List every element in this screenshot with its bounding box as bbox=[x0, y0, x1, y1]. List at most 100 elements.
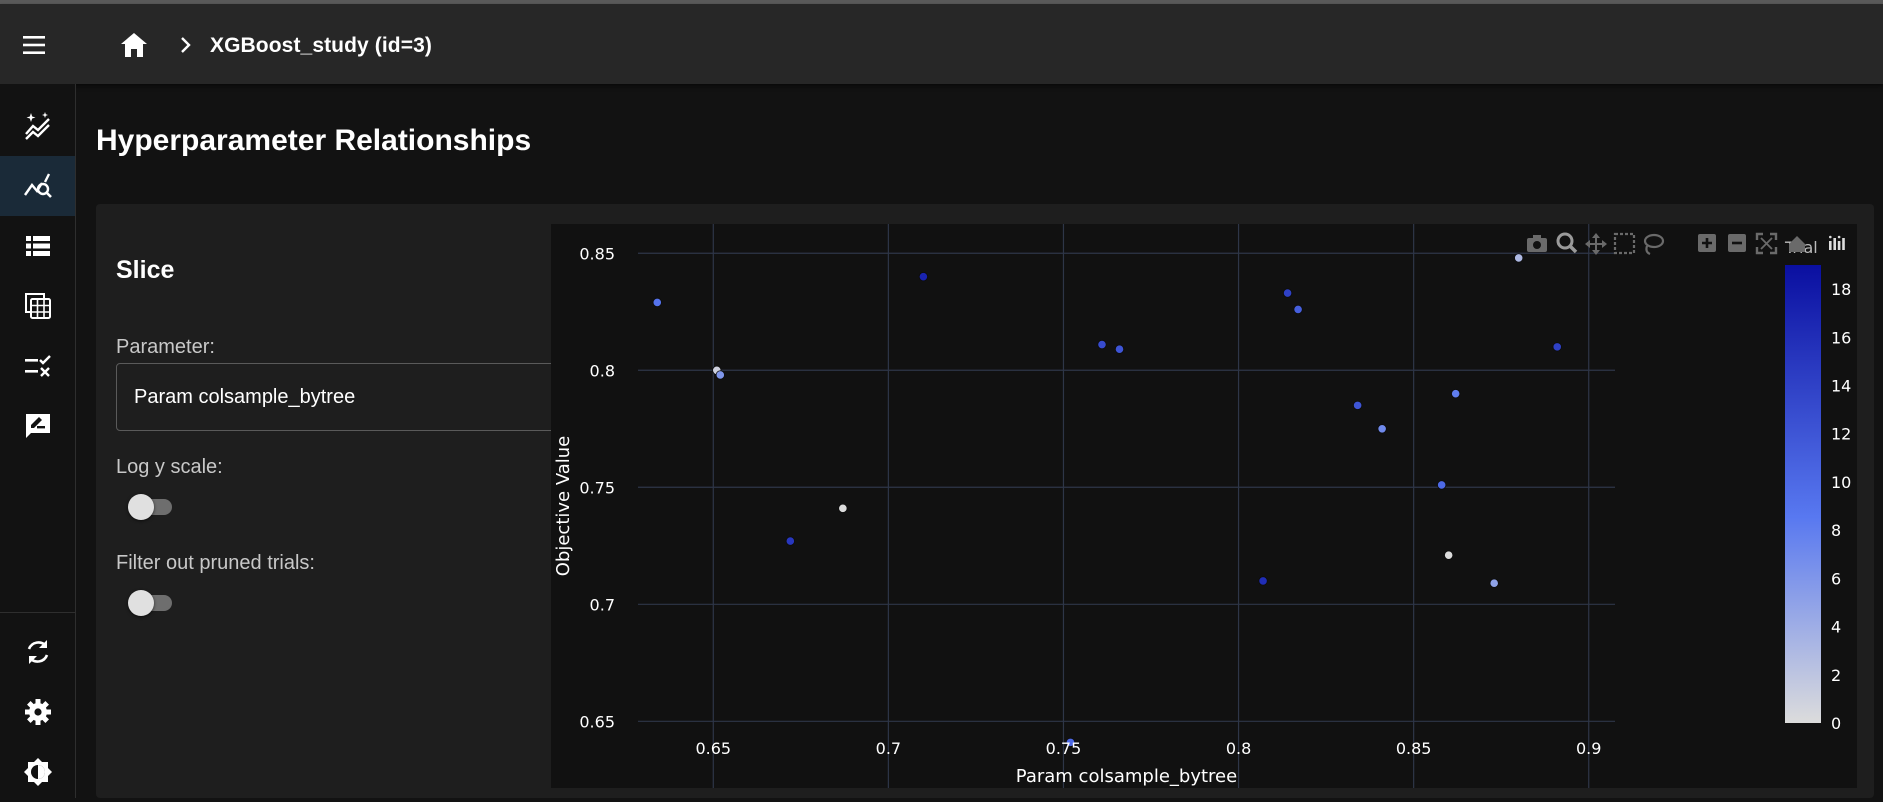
view-list-icon bbox=[25, 236, 50, 256]
menu-icon bbox=[23, 36, 45, 54]
trial-point[interactable] bbox=[1293, 304, 1303, 315]
trial-point[interactable] bbox=[652, 297, 662, 307]
lasso-icon bbox=[1643, 233, 1665, 249]
colorbar-tick-label: 16 bbox=[1831, 328, 1851, 347]
colorbar-tick-label: 6 bbox=[1831, 569, 1841, 588]
trial-point[interactable] bbox=[785, 536, 795, 546]
x-tick-label: 0.65 bbox=[695, 739, 731, 758]
home-icon bbox=[121, 33, 147, 57]
plotly-logo[interactable] bbox=[1829, 235, 1845, 250]
y-tick-label: 0.85 bbox=[579, 244, 615, 263]
trial-point[interactable] bbox=[1258, 576, 1268, 586]
filter-pruned-label: Filter out pruned trials: bbox=[116, 552, 315, 574]
y-axis-title: Objective Value bbox=[553, 436, 574, 577]
autoscale-button[interactable] bbox=[1755, 232, 1778, 255]
trial-point[interactable] bbox=[918, 272, 928, 282]
filter-pruned-switch[interactable] bbox=[128, 584, 174, 620]
slice-plot[interactable]: 0.65 0.7 0.75 0.8 0.85 0.9 0.65 0.7 0.75 0.8 0.85… bbox=[551, 224, 1857, 788]
colorbar-tick-label: 4 bbox=[1831, 618, 1841, 637]
reset-axes-button[interactable] bbox=[1789, 236, 1805, 252]
nav-notes[interactable] bbox=[0, 396, 75, 456]
nav-trials-table[interactable] bbox=[0, 276, 75, 336]
trial-point[interactable] bbox=[715, 370, 725, 380]
parameter-label: Parameter: bbox=[116, 336, 215, 358]
parameter-select-value: Param colsample_bytree bbox=[134, 386, 356, 408]
log-y-scale-switch[interactable] bbox=[128, 488, 174, 524]
trial-point[interactable] bbox=[1444, 550, 1454, 560]
slice-plot-svg: 0.65 0.7 0.75 0.8 0.85 0.9 0.65 0.7 0.75 0.8 0.85… bbox=[553, 224, 1851, 788]
rule-icon bbox=[24, 355, 51, 377]
autoscale-icon bbox=[1755, 232, 1778, 255]
x-tick-label: 0.75 bbox=[1046, 739, 1082, 758]
colorbar-tick-label: 2 bbox=[1831, 666, 1841, 685]
nav-analytics[interactable] bbox=[0, 156, 75, 216]
home-button[interactable] bbox=[118, 30, 150, 60]
trial-point[interactable] bbox=[1514, 253, 1524, 263]
y-tick-label: 0.75 bbox=[579, 478, 615, 497]
nav-settings[interactable] bbox=[0, 682, 75, 742]
trial-point[interactable] bbox=[1097, 339, 1107, 350]
download-plot-button[interactable] bbox=[1527, 235, 1547, 252]
plotly-logo-icon bbox=[1829, 241, 1832, 250]
colorbar-tick-label: 0 bbox=[1831, 714, 1841, 733]
trial-point[interactable] bbox=[1353, 400, 1363, 410]
lasso-select-button[interactable] bbox=[1643, 233, 1665, 256]
slice-heading: Slice bbox=[116, 256, 175, 284]
colorbar-gradient bbox=[1785, 265, 1821, 723]
x-tick-label: 0.7 bbox=[876, 739, 901, 758]
y-tick-label: 0.7 bbox=[590, 595, 615, 614]
colorbar-tick-label: 14 bbox=[1831, 377, 1851, 396]
pan-button[interactable] bbox=[1585, 233, 1607, 255]
sidebar-divider bbox=[0, 612, 75, 613]
y-tick-label: 0.8 bbox=[590, 361, 615, 380]
log-y-scale-label: Log y scale: bbox=[116, 456, 223, 478]
trial-point[interactable] bbox=[1489, 578, 1499, 588]
home-icon bbox=[1789, 236, 1805, 252]
trial-point[interactable] bbox=[1437, 480, 1447, 490]
trial-point[interactable] bbox=[838, 503, 848, 513]
trial-point[interactable] bbox=[1114, 344, 1125, 354]
window-top-border bbox=[0, 0, 1883, 4]
page-title: Hyperparameter Relationships bbox=[96, 124, 532, 157]
colorbar-tick-label: 8 bbox=[1831, 521, 1841, 540]
trial-point[interactable] bbox=[1451, 389, 1461, 399]
colorbar-tick-label: 12 bbox=[1831, 425, 1851, 444]
x-axis-title: Param colsample_bytree bbox=[1016, 766, 1237, 787]
zoom-out-button[interactable] bbox=[1728, 234, 1746, 252]
box-select-button[interactable] bbox=[1613, 232, 1636, 255]
zoom-in-button[interactable] bbox=[1698, 234, 1716, 252]
box-select-icon bbox=[1613, 232, 1636, 255]
zoom-icon bbox=[1556, 232, 1574, 250]
pan-icon bbox=[1585, 233, 1607, 255]
settings-icon bbox=[24, 699, 51, 725]
nav-history-plot[interactable] bbox=[0, 96, 75, 156]
menu-button[interactable] bbox=[20, 32, 50, 58]
y-tick-label: 0.65 bbox=[579, 712, 615, 731]
trial-point[interactable] bbox=[1552, 342, 1562, 352]
nav-theme[interactable] bbox=[0, 742, 75, 802]
study-title[interactable]: XGBoost_study (id=3) bbox=[210, 34, 432, 57]
trial-point[interactable] bbox=[1377, 424, 1387, 434]
rate-review-icon bbox=[25, 414, 50, 438]
sync-icon bbox=[27, 640, 48, 664]
app-bar: XGBoost_study (id=3) bbox=[0, 4, 1883, 84]
query-stats-icon bbox=[23, 173, 52, 198]
nav-trials-list[interactable] bbox=[0, 216, 75, 276]
breadcrumb-separator bbox=[174, 34, 196, 56]
table-icon bbox=[24, 293, 51, 319]
chevron-right-icon bbox=[181, 37, 191, 53]
auto-graph-icon bbox=[24, 112, 50, 140]
sidebar-panel bbox=[0, 84, 76, 798]
x-tick-label: 0.85 bbox=[1396, 739, 1432, 758]
nav-trial-selection[interactable] bbox=[0, 336, 75, 396]
switch-thumb bbox=[128, 494, 154, 520]
trial-point[interactable] bbox=[1065, 737, 1076, 747]
nav-reload[interactable] bbox=[0, 622, 75, 682]
trial-point[interactable] bbox=[1282, 288, 1293, 298]
x-tick-label: 0.9 bbox=[1576, 739, 1601, 758]
brightness-icon bbox=[23, 758, 52, 786]
switch-thumb bbox=[128, 590, 154, 616]
zoom-button[interactable] bbox=[1556, 232, 1578, 254]
x-tick-label: 0.8 bbox=[1226, 739, 1251, 758]
colorbar-tick-label: 10 bbox=[1831, 473, 1851, 492]
